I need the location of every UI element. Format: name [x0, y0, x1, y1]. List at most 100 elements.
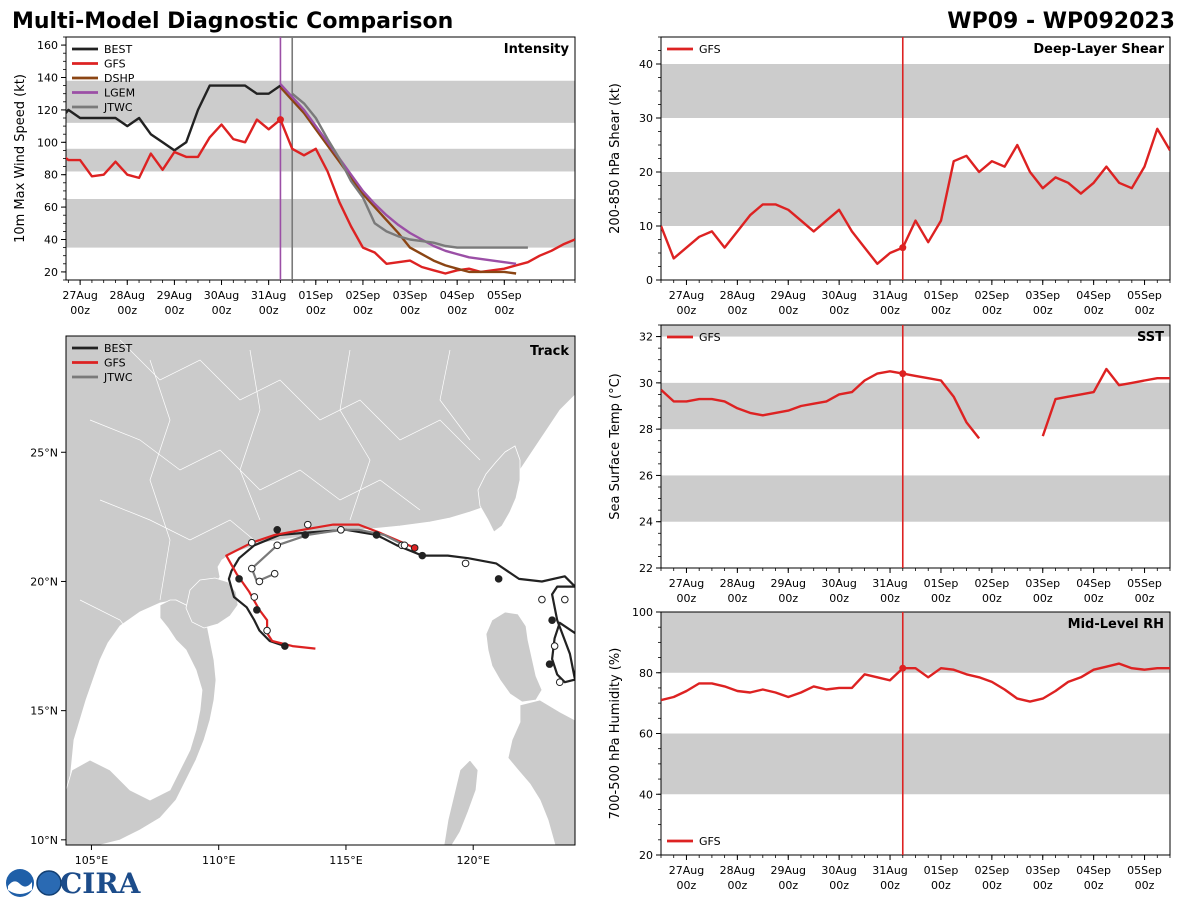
intensity-ytick-label: 140 — [37, 72, 58, 85]
rh-xtick-hour: 00z — [1135, 879, 1155, 892]
shear-panel: 0 10 20 30 40 27Aug 00z 28Aug 00z 29Aug 00z 30Aug 00… — [608, 36, 1171, 317]
sst-xtick-hour: 00z — [982, 592, 1002, 605]
track-jtwc-position-marker — [247, 538, 256, 547]
noaa-wave-icon — [8, 881, 32, 894]
shear-xtick-date: 27Aug — [669, 289, 704, 302]
intensity-xtick-date: 29Aug — [157, 289, 192, 302]
track-best-position-marker — [301, 531, 310, 539]
sst-band-2 — [661, 325, 1170, 337]
sst-xtick-date: 05Sep — [1127, 577, 1162, 590]
shear-ytick-label: 30 — [639, 112, 653, 125]
track-xtick-label: 105°E — [75, 854, 108, 867]
sst-band-1 — [661, 382, 1170, 430]
track-best-position-marker — [538, 595, 546, 604]
intensity-xtick-hour: 00z — [165, 304, 185, 317]
shear-xtick-hour: 00z — [727, 304, 747, 317]
sst-ytick-label: 26 — [639, 469, 653, 482]
shear-xtick-hour: 00z — [677, 304, 697, 317]
shear-band-0 — [661, 172, 1170, 226]
track-best-position-marker — [273, 525, 282, 534]
storm-id: WP09 - WP092023 — [947, 9, 1175, 34]
rh-panel-title: Mid-Level RH — [1068, 617, 1164, 632]
track-panel: 105°E 110°E 115°E 120°E 10°N 15°N 20°N 25°N Trac… — [30, 335, 576, 867]
track-best-position-marker — [250, 593, 259, 601]
rh-xtick-hour: 00z — [982, 879, 1002, 892]
rh-xtick-date: 27Aug — [669, 864, 704, 877]
shear-ytick-label: 0 — [646, 274, 653, 287]
track-best-position-marker — [461, 559, 470, 568]
rh-xtick-date: 04Sep — [1076, 864, 1111, 877]
intensity-xtick-date: 28Aug — [110, 289, 145, 302]
rh-xtick-hour: 00z — [727, 879, 747, 892]
intensity-xtick-hour: 00z — [212, 304, 232, 317]
shear-series-gfs — [661, 127, 1170, 265]
sst-ytick-label: 28 — [639, 423, 653, 436]
sst-xtick-date: 28Aug — [720, 577, 755, 590]
intensity-xtick-hour: 00z — [447, 304, 467, 317]
rh-gfs-analysis-point — [899, 664, 907, 672]
rh-xtick-hour: 00z — [677, 879, 697, 892]
intensity-series-best — [66, 84, 282, 152]
sst-ytick-label: 32 — [639, 331, 653, 344]
rh-band-1 — [661, 612, 1170, 673]
track-best-position-marker — [372, 531, 381, 539]
track-best-position-marker — [561, 595, 569, 604]
sst-xtick-date: 27Aug — [669, 577, 704, 590]
track-best-position-marker — [253, 606, 261, 614]
rh-xtick-hour: 00z — [1084, 879, 1104, 892]
shear-xtick-hour: 00z — [778, 304, 798, 317]
rh-ytick-label: 20 — [639, 849, 653, 862]
sst-legend-label: GFS — [699, 331, 721, 344]
intensity-xtick-hour: 00z — [494, 304, 514, 317]
rh-legend: GFS — [667, 835, 721, 848]
sst-xtick-date: 31Aug — [872, 577, 907, 590]
shear-xtick-hour: 00z — [982, 304, 1002, 317]
track-xtick-label: 115°E — [329, 854, 362, 867]
intensity-xtick-date: 27Aug — [62, 289, 97, 302]
intensity-xtick-date: 30Aug — [204, 289, 239, 302]
rh-xtick-hour: 00z — [1033, 879, 1053, 892]
sst-axes-frame — [660, 324, 1171, 569]
intensity-xtick-date: 02Sep — [346, 289, 381, 302]
shear-xtick-date: 29Aug — [771, 289, 806, 302]
sst-xtick-hour: 00z — [778, 592, 798, 605]
sst-xtick-hour: 00z — [1135, 592, 1155, 605]
sst-ytick-label: 30 — [639, 377, 653, 390]
intensity-panel-title: Intensity — [504, 42, 570, 57]
intensity-series-jtwc — [291, 92, 528, 249]
track-jtwc-position-marker — [255, 577, 264, 586]
rh-xtick-date: 01Sep — [924, 864, 959, 877]
track-best-position-marker — [555, 678, 564, 687]
sst-series-gfs — [1041, 367, 1170, 437]
rh-xtick-date: 31Aug — [872, 864, 907, 877]
sst-xtick-hour: 00z — [677, 592, 697, 605]
sst-ytick-label: 22 — [639, 562, 653, 575]
intensity-legend-label: DSHP — [104, 72, 135, 85]
shear-ytick-label: 40 — [639, 58, 653, 71]
intensity-xtick-hour: 00z — [259, 304, 279, 317]
hainan-island — [185, 577, 239, 629]
intensity-ylabel: 10m Max Wind Speed (kt) — [13, 74, 28, 243]
intensity-series-gfs — [66, 118, 575, 275]
intensity-xtick-hour: 00z — [117, 304, 137, 317]
intensity-xtick-date: 04Sep — [440, 289, 475, 302]
rh-ytick-label: 60 — [639, 728, 653, 741]
rh-xtick-hour: 00z — [880, 879, 900, 892]
intensity-ytick-label: 120 — [37, 104, 58, 117]
shear-xtick-hour: 00z — [1084, 304, 1104, 317]
track-best-position-marker — [263, 626, 271, 635]
taiwan-island — [477, 445, 521, 533]
sst-gfs-analysis-point — [899, 370, 907, 378]
rh-panel: 20 40 60 80 100 27Aug 00z 28Aug 00z 29Aug 00z 30Aug… — [608, 606, 1171, 892]
shear-xtick-date: 30Aug — [821, 289, 856, 302]
rh-xtick-hour: 00z — [931, 879, 951, 892]
intensity-xtick-date: 31Aug — [251, 289, 286, 302]
shear-ytick-label: 20 — [639, 166, 653, 179]
track-axes-frame — [65, 335, 576, 846]
intensity-panel: 20 40 60 80 100 120 140 160 27Aug 00z 28Aug 00z 29Au… — [13, 36, 576, 317]
intensity-xtick-hour: 00z — [353, 304, 373, 317]
globe-icon — [36, 870, 62, 896]
rh-legend-label: GFS — [699, 835, 721, 848]
